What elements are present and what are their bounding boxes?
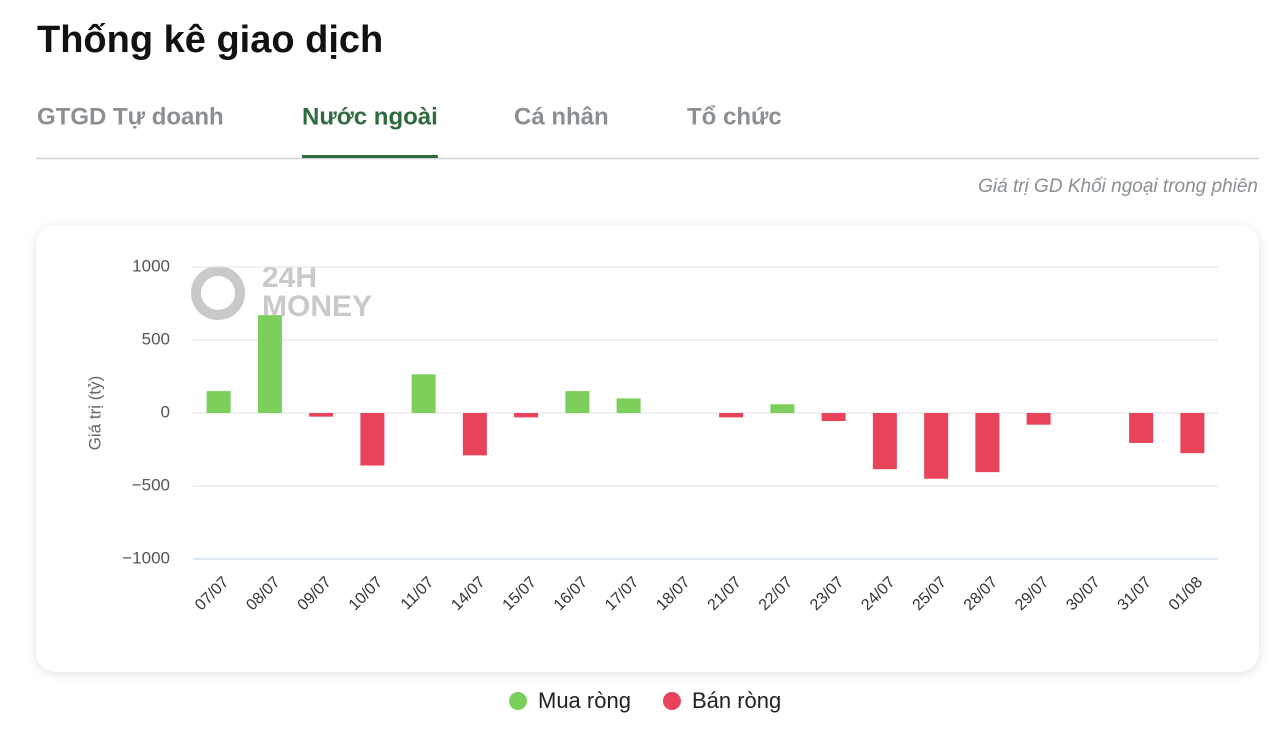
legend-marker — [662, 692, 681, 710]
y-tick-label: 0 — [161, 402, 170, 421]
legend-label: Bán ròng — [692, 688, 781, 713]
bar — [411, 374, 436, 413]
bar — [360, 413, 385, 466]
bar — [565, 391, 590, 413]
bar — [462, 413, 487, 456]
tab-active-indicator — [302, 155, 438, 158]
tab[interactable]: Cá nhân — [514, 103, 609, 130]
bar — [616, 398, 641, 413]
bar — [821, 413, 846, 422]
bar — [309, 413, 334, 417]
tab-bar: GTGD Tự doanh Nước ngoài Cá nhân Tổ chức — [37, 103, 782, 158]
bar — [924, 413, 949, 479]
bar — [719, 413, 744, 418]
y-tick-label: −1000 — [122, 548, 170, 567]
tab[interactable]: Tổ chức — [687, 103, 782, 130]
subtitle: Giá trị GD Khối ngoại trong phiên — [978, 176, 1258, 197]
bar — [1180, 413, 1205, 454]
bar — [206, 391, 231, 413]
y-tick-label: 500 — [142, 329, 170, 348]
bar — [1026, 413, 1051, 425]
bar — [1129, 413, 1154, 443]
y-tick-label: 1000 — [132, 256, 170, 275]
bar — [770, 404, 795, 413]
bar — [514, 413, 539, 418]
tab[interactable]: GTGD Tự doanh — [37, 103, 224, 130]
chart-card — [36, 225, 1259, 672]
watermark-icon — [191, 266, 245, 320]
bar — [975, 413, 1000, 473]
page-title: Thống kê giao dịch — [37, 19, 383, 61]
legend-label: Mua ròng — [538, 688, 631, 713]
y-tick-label: −500 — [132, 475, 170, 494]
legend-marker — [509, 692, 527, 710]
y-axis-label: Giá trị (tỷ) — [85, 376, 104, 451]
tab[interactable]: Nước ngoài — [302, 103, 438, 130]
bar — [872, 413, 897, 470]
bar — [257, 315, 282, 413]
